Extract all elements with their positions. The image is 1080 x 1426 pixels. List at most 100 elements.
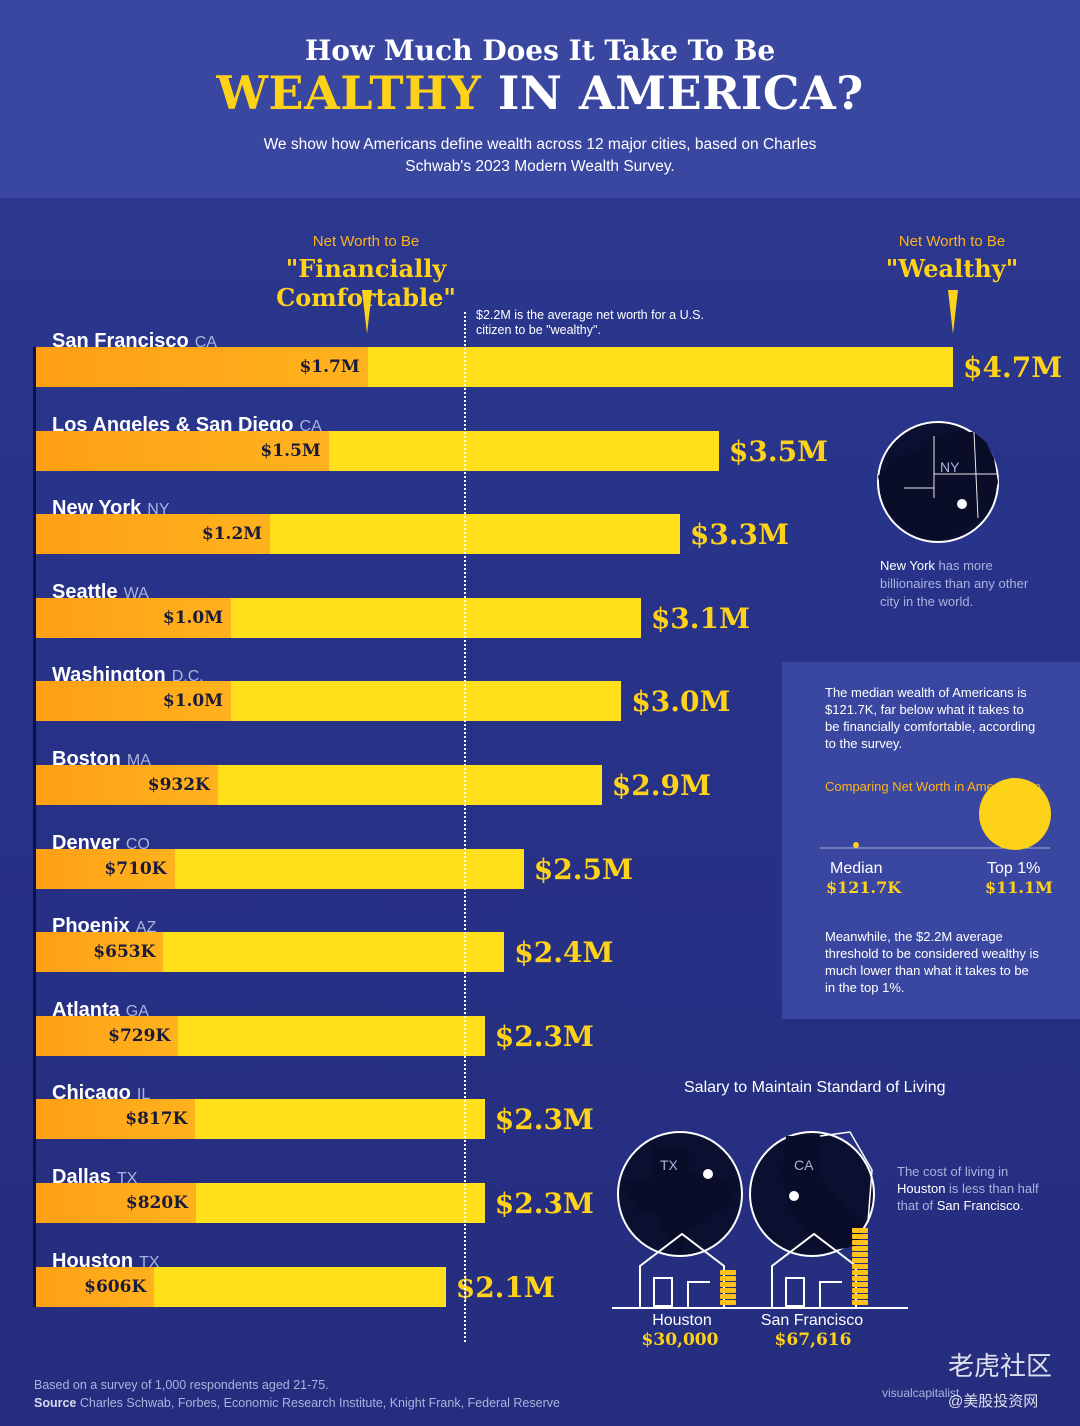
- comfortable-value-label: $1.0M: [162, 691, 224, 712]
- comfortable-bar: [36, 347, 368, 387]
- wealthy-value-label: $2.3M: [494, 1019, 594, 1053]
- city-label: Boston MA: [52, 748, 151, 771]
- city-label: Chicago IL: [52, 1082, 150, 1105]
- houston-label: Houston: [652, 1312, 712, 1329]
- cost-note-city1: Houston: [897, 1181, 946, 1196]
- comfortable-bar: [36, 430, 329, 471]
- city-name: Dallas: [52, 1166, 111, 1188]
- comfortable-value-label: $729K: [108, 1025, 171, 1046]
- city-state: NY: [147, 501, 170, 519]
- cost-of-living-note: The cost of living in Houston is less th…: [897, 1163, 1057, 1214]
- tx-map-label: TX: [660, 1157, 679, 1173]
- city-state: CA: [299, 417, 322, 435]
- average-wealthy-note: $2.2M is the average net worth for a U.S…: [476, 308, 704, 337]
- comfortable-value-label: $606K: [84, 1276, 147, 1297]
- comfortable-value-label: $820K: [125, 1193, 188, 1213]
- wealth-comparison-circles: [820, 778, 1051, 850]
- comfortable-bar: [36, 848, 175, 889]
- wealthy-value-label: $3.0M: [631, 685, 731, 719]
- comfortable-bar: [36, 597, 232, 638]
- city-label: Denver CO: [52, 832, 150, 855]
- cost-note-b: is less than half that of: [897, 1181, 1039, 1213]
- wealthy-value-label: $4.7M: [963, 351, 1063, 384]
- ca-map-label: CA: [794, 1157, 814, 1173]
- wealthy-value-label: $3.5M: [728, 434, 829, 468]
- new-york-map-icon: NY: [877, 421, 999, 543]
- city-state: WA: [123, 584, 149, 602]
- wealthy-value-label: $2.3M: [494, 1187, 594, 1220]
- footer-survey-note: Based on a survey of 1,000 respondents a…: [34, 1378, 329, 1392]
- footer-source: Source Charles Schwab, Forbes, Economic …: [34, 1394, 560, 1412]
- ny-map-label: NY: [940, 459, 960, 475]
- comfortable-marker: [362, 290, 372, 334]
- wealthy-heading: Net Worth to Be "Wealthy": [862, 233, 1042, 283]
- footer: Based on a survey of 1,000 respondents a…: [34, 1376, 560, 1412]
- ny-note: New York has more billionaires than any …: [880, 557, 1040, 611]
- ny-note-rest: has more billionaires than any other cit…: [880, 558, 1029, 609]
- top-label: Top 1%: [987, 860, 1041, 877]
- comfortable-bar: [36, 1183, 196, 1223]
- houston-salary: $30,000: [641, 1330, 719, 1350]
- city-name: Houston: [52, 1249, 134, 1272]
- comfortable-value-label: $1.5M: [260, 440, 321, 461]
- city-label: Atlanta GA: [52, 999, 149, 1022]
- city-label: Houston TX: [52, 1250, 160, 1273]
- city-state: D.C.: [171, 668, 204, 686]
- brand-logo-text: visualcapitalist: [882, 1386, 960, 1400]
- wealthy-value-label: $3.1M: [650, 601, 751, 635]
- cost-note-city2: San Francisco: [936, 1198, 1020, 1213]
- city-state: CO: [125, 835, 150, 853]
- watermark-primary: 老虎社区: [948, 1351, 1053, 1381]
- sf-salary: $67,616: [774, 1330, 852, 1350]
- wealthy-value-label: $2.9M: [611, 769, 711, 802]
- sf-salary-stack-icon: [852, 1228, 868, 1305]
- houston-salary-stack-icon: [720, 1270, 736, 1305]
- comfortable-value-label: $710K: [104, 858, 167, 879]
- city-name: San Francisco: [52, 330, 189, 352]
- comfortable-bar: [36, 1099, 196, 1140]
- watermark-secondary: @美股投资网: [948, 1393, 1039, 1410]
- median-value: $121.7K: [826, 878, 902, 897]
- wealthy-value-label: $3.3M: [689, 518, 790, 552]
- wealth-comparison-panel: The median wealth of Americans is $121.7…: [782, 662, 1080, 1019]
- wealthy-marker: [948, 290, 958, 334]
- city-label: Washington D.C.: [52, 664, 204, 687]
- top-one-percent-circle: [979, 778, 1051, 850]
- comfortable-value-label: $1.0M: [162, 607, 224, 628]
- footer-source-text: Charles Schwab, Forbes, Economic Researc…: [76, 1396, 560, 1410]
- city-state: CA: [194, 334, 217, 351]
- wealthy-value-label: $2.5M: [533, 852, 633, 886]
- city-state: GA: [125, 1002, 149, 1020]
- city-name: New York: [52, 497, 142, 520]
- comfortable-bar: [36, 514, 271, 555]
- city-state: TX: [139, 1253, 160, 1271]
- city-label: New York NY: [52, 497, 170, 520]
- comfortable-value-label: $1.2M: [201, 524, 263, 545]
- cost-note-a: The cost of living in: [897, 1164, 1009, 1179]
- salary-houses-graphic: TX CA: [612, 1131, 908, 1309]
- subtitle: We show how Americans define wealth acro…: [263, 136, 817, 175]
- city-name: Washington: [52, 664, 166, 687]
- city-name: Phoenix: [52, 915, 130, 938]
- city-label: Los Angeles & San Diego CA: [52, 414, 322, 437]
- wealthy-value-label: $2.1M: [455, 1270, 555, 1304]
- city-label: Dallas TX: [52, 1166, 137, 1189]
- city-state: TX: [116, 1170, 138, 1187]
- median-wealth-text: The median wealth of Americans is $121.7…: [825, 685, 1036, 751]
- ny-note-city: New York: [880, 558, 935, 573]
- wealthy-heading-line1: Net Worth to Be: [898, 233, 1006, 250]
- city-label: San Francisco CA: [52, 330, 217, 353]
- wealthy-value-label: $2.3M: [494, 1103, 594, 1137]
- top-value: $11.1M: [985, 878, 1053, 897]
- comfortable-bar: [36, 765, 218, 805]
- city-label: Seattle WA: [52, 581, 149, 604]
- wealthy-value-label: $2.4M: [514, 936, 614, 970]
- threshold-text: Meanwhile, the $2.2M average threshold t…: [825, 929, 1039, 995]
- footer-source-label: Source: [34, 1396, 77, 1410]
- cost-note-c: .: [1019, 1198, 1024, 1213]
- city-name: Boston: [52, 748, 121, 770]
- comparing-title-text: Comparing Net Worth in America: [825, 779, 1015, 794]
- comfortable-value-label: $653K: [93, 942, 156, 963]
- title-rest: IN AMERICA?: [481, 66, 864, 120]
- city-state: MA: [126, 752, 151, 769]
